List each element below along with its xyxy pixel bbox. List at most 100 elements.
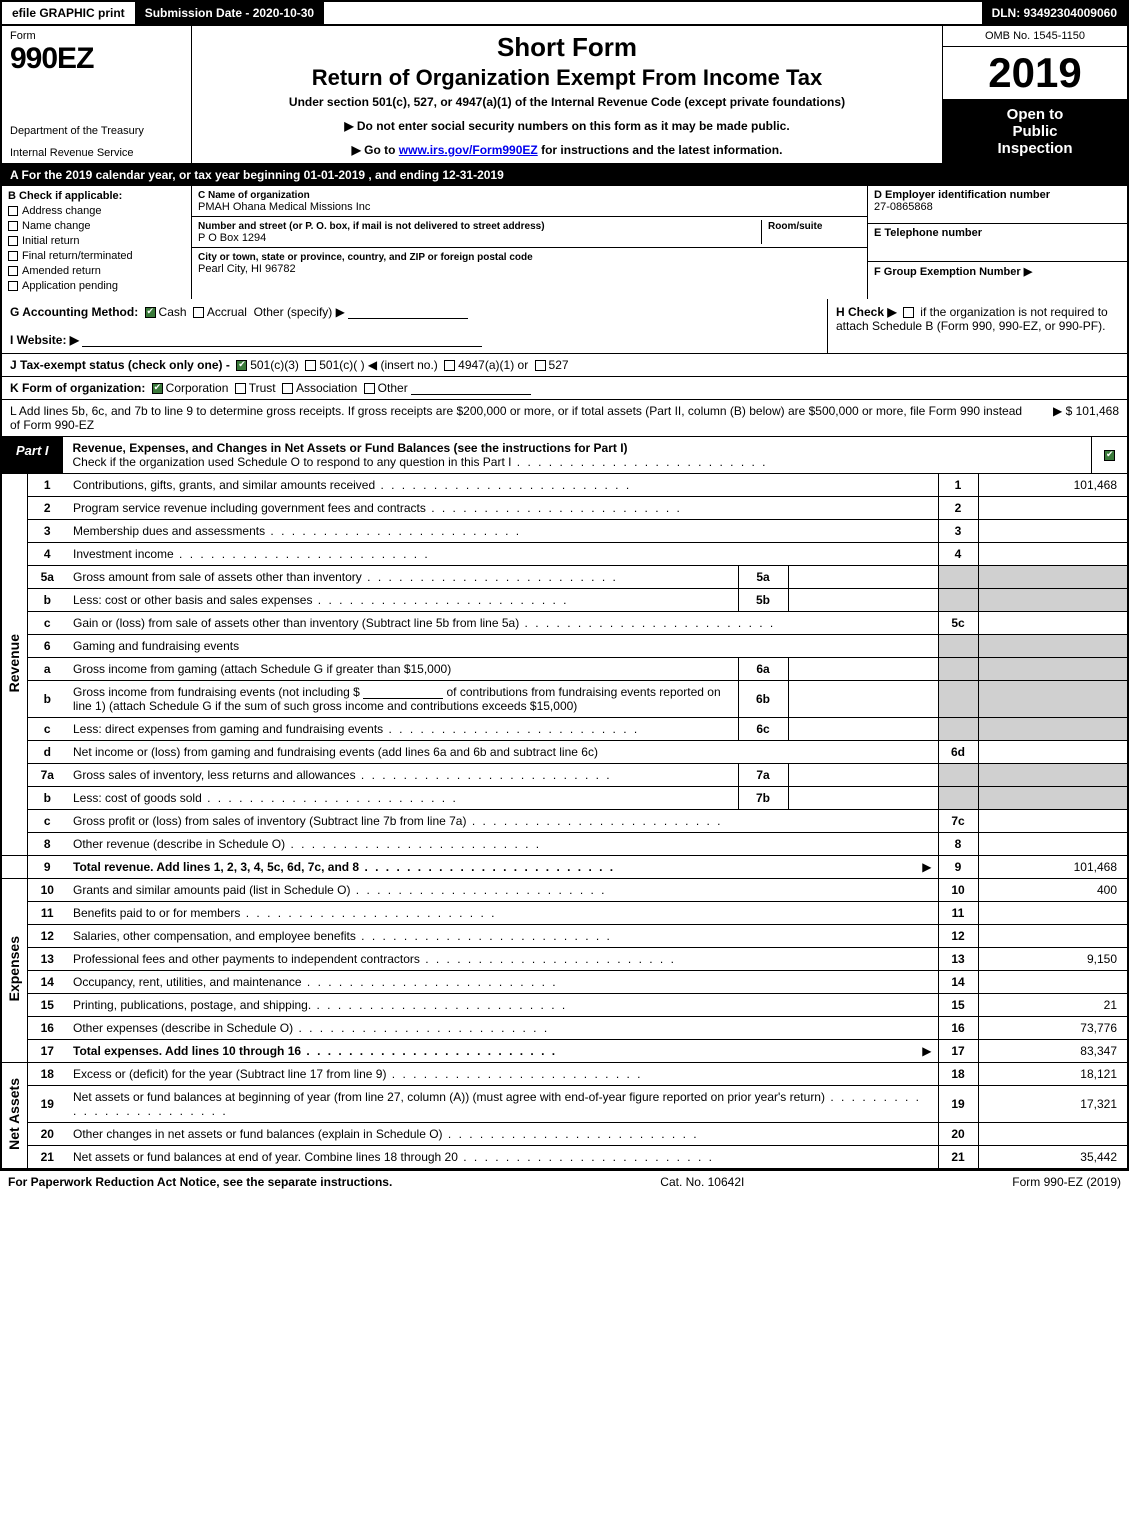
cb-name-change[interactable]: Name change — [8, 220, 185, 232]
vtab-expenses: Expenses — [1, 879, 27, 1063]
header-right: OMB No. 1545-1150 2019 Open to Public In… — [942, 26, 1127, 163]
amt-9: 101,468 — [978, 856, 1128, 879]
org-name-label: C Name of organization — [198, 190, 310, 201]
vtab-netassets: Net Assets — [1, 1063, 27, 1169]
line-l-amount: ▶ $ 101,468 — [1033, 404, 1119, 432]
cb-association[interactable] — [282, 383, 293, 394]
section-c: C Name of organization PMAH Ohana Medica… — [192, 186, 867, 299]
city: Pearl City, HI 96782 — [198, 263, 296, 275]
amt-3 — [978, 520, 1128, 543]
inspection-box: Open to Public Inspection — [943, 99, 1127, 163]
amt-6d — [978, 741, 1128, 764]
table-row: a Gross income from gaming (attach Sched… — [1, 658, 1128, 681]
cb-527[interactable] — [535, 360, 546, 371]
cb-application-pending[interactable]: Application pending — [8, 280, 185, 292]
table-row: 16 Other expenses (describe in Schedule … — [1, 1017, 1128, 1040]
other-org-blank — [411, 383, 531, 395]
part-1-check-cell — [1091, 437, 1127, 473]
line-j-label: J Tax-exempt status (check only one) - — [10, 358, 230, 372]
cb-initial-return[interactable]: Initial return — [8, 235, 185, 247]
irs-link[interactable]: www.irs.gov/Form990EZ — [399, 143, 538, 157]
table-row: c Gain or (loss) from sale of assets oth… — [1, 612, 1128, 635]
cb-corporation[interactable] — [152, 383, 163, 394]
cb-501c3[interactable] — [236, 360, 247, 371]
inspection-3: Inspection — [947, 140, 1123, 157]
subval-6c — [788, 718, 938, 741]
cb-501c[interactable] — [305, 360, 316, 371]
section-b: B Check if applicable: Address change Na… — [2, 186, 192, 299]
amt-7c — [978, 810, 1128, 833]
inspection-1: Open to — [947, 106, 1123, 123]
cb-address-change[interactable]: Address change — [8, 205, 185, 217]
table-row: 11 Benefits paid to or for members 11 — [1, 902, 1128, 925]
amt-17: 83,347 — [978, 1040, 1128, 1063]
line-g: G Accounting Method: Cash Accrual Other … — [2, 299, 827, 353]
table-row: c Less: direct expenses from gaming and … — [1, 718, 1128, 741]
table-row: b Less: cost or other basis and sales ex… — [1, 589, 1128, 612]
line-a-period: A For the 2019 calendar year, or tax yea… — [0, 165, 1129, 186]
street: P O Box 1294 — [198, 232, 266, 244]
cb-final-return[interactable]: Final return/terminated — [8, 250, 185, 262]
phone-cell: E Telephone number — [868, 224, 1127, 262]
amt-10: 400 — [978, 879, 1128, 902]
footer-mid: Cat. No. 10642I — [660, 1175, 744, 1189]
subval-7a — [788, 764, 938, 787]
table-row: 8 Other revenue (describe in Schedule O)… — [1, 833, 1128, 856]
amt-20 — [978, 1123, 1128, 1146]
line-h-label: H Check ▶ — [836, 305, 897, 319]
phone-label: E Telephone number — [874, 227, 982, 239]
table-row: 21 Net assets or fund balances at end of… — [1, 1146, 1128, 1169]
table-row: 2 Program service revenue including gove… — [1, 497, 1128, 520]
table-row: d Net income or (loss) from gaming and f… — [1, 741, 1128, 764]
group-exemption-cell: F Group Exemption Number ▶ — [868, 262, 1127, 299]
room-label: Room/suite — [768, 221, 822, 232]
subval-5a — [788, 566, 938, 589]
amt-8 — [978, 833, 1128, 856]
table-row: 12 Salaries, other compensation, and emp… — [1, 925, 1128, 948]
cb-accrual[interactable] — [193, 307, 204, 318]
table-row: 7a Gross sales of inventory, less return… — [1, 764, 1128, 787]
line-i-label: I Website: ▶ — [10, 333, 79, 347]
group-exemption-label: F Group Exemption Number ▶ — [874, 266, 1032, 278]
tax-year: 2019 — [943, 47, 1127, 99]
title-return: Return of Organization Exempt From Incom… — [202, 65, 932, 91]
dept-treasury: Department of the Treasury — [10, 125, 183, 137]
line-h: H Check ▶ if the organization is not req… — [827, 299, 1127, 353]
cb-part1-schedule-o[interactable] — [1104, 450, 1115, 461]
cb-cash[interactable] — [145, 307, 156, 318]
footer-right: Form 990-EZ (2019) — [1012, 1175, 1121, 1189]
street-label: Number and street (or P. O. box, if mail… — [198, 221, 545, 232]
table-row: 5a Gross amount from sale of assets othe… — [1, 566, 1128, 589]
amt-19: 17,321 — [978, 1086, 1128, 1123]
amt-13: 9,150 — [978, 948, 1128, 971]
amt-4 — [978, 543, 1128, 566]
table-row: b Gross income from fundraising events (… — [1, 681, 1128, 718]
subval-6b — [788, 681, 938, 718]
city-cell: City or town, state or province, country… — [192, 248, 867, 278]
street-cell: Number and street (or P. O. box, if mail… — [192, 217, 867, 248]
table-row: Expenses 10 Grants and similar amounts p… — [1, 879, 1128, 902]
cb-trust[interactable] — [235, 383, 246, 394]
omb-number: OMB No. 1545-1150 — [943, 26, 1127, 47]
irs-label: Internal Revenue Service — [10, 147, 183, 159]
cb-amended-return[interactable]: Amended return — [8, 265, 185, 277]
cb-other-org[interactable] — [364, 383, 375, 394]
line-k-label: K Form of organization: — [10, 381, 145, 395]
dln: DLN: 93492304009060 — [982, 2, 1127, 24]
note-ssn: ▶ Do not enter social security numbers o… — [202, 119, 932, 133]
cb-h[interactable] — [903, 307, 914, 318]
efile-label[interactable]: efile GRAPHIC print — [2, 2, 135, 24]
line-k: K Form of organization: Corporation Trus… — [0, 377, 1129, 400]
part-1-label: Part I — [2, 437, 63, 473]
other-method-blank — [348, 307, 468, 319]
org-name: PMAH Ohana Medical Missions Inc — [198, 201, 370, 213]
title-short-form: Short Form — [202, 32, 932, 63]
part-1-header: Part I Revenue, Expenses, and Changes in… — [0, 437, 1129, 474]
ein-cell: D Employer identification number 27-0865… — [868, 186, 1127, 224]
subval-6a — [788, 658, 938, 681]
table-row: 17 Total expenses. Add lines 10 through … — [1, 1040, 1128, 1063]
form-word: Form — [10, 30, 183, 42]
page-footer: For Paperwork Reduction Act Notice, see … — [0, 1169, 1129, 1193]
amt-16: 73,776 — [978, 1017, 1128, 1040]
cb-4947[interactable] — [444, 360, 455, 371]
